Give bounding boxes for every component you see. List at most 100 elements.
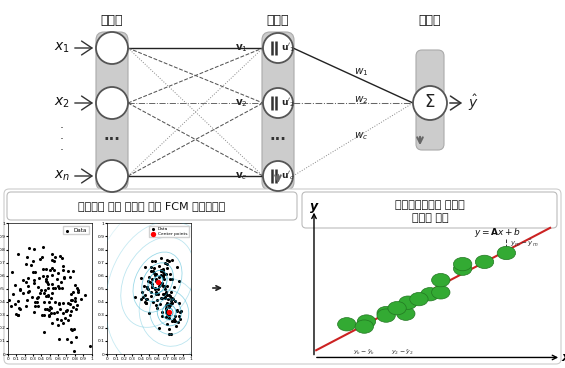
FancyBboxPatch shape (7, 192, 297, 220)
Point (159, 284, 168, 290)
Point (154, 280, 163, 286)
Point (164, 332, 173, 337)
FancyBboxPatch shape (416, 50, 444, 150)
Circle shape (497, 246, 516, 260)
Point (160, 283, 169, 289)
Point (71, 295, 80, 301)
Text: $\mathbf{u}'_2$: $\mathbf{u}'_2$ (281, 97, 295, 109)
Point (29, 277, 38, 283)
Point (160, 286, 170, 292)
Point (145, 275, 154, 280)
Point (54, 283, 63, 289)
Point (175, 309, 184, 315)
Point (10, 301, 19, 307)
Point (53, 270, 62, 276)
Point (141, 300, 150, 306)
Point (158, 309, 167, 315)
Point (30, 298, 39, 304)
Point (58, 320, 67, 326)
Point (29, 269, 38, 275)
Point (60, 315, 69, 321)
Point (68, 304, 77, 310)
Point (76, 297, 85, 302)
Text: $y_m - \hat{y}_m$: $y_m - \hat{y}_m$ (510, 237, 538, 249)
Text: $\mathbf{u}'_1$: $\mathbf{u}'_1$ (281, 42, 295, 54)
Point (154, 274, 163, 280)
Point (162, 265, 171, 271)
Point (46, 305, 55, 311)
Point (6, 303, 15, 309)
Text: x: x (562, 351, 565, 364)
Circle shape (96, 87, 128, 119)
Point (157, 268, 166, 274)
Point (41, 266, 50, 272)
Text: 출력층: 출력층 (419, 14, 441, 26)
Point (28, 294, 37, 300)
Point (71, 298, 80, 304)
Point (30, 302, 39, 308)
Point (30, 309, 39, 315)
Point (43, 292, 52, 298)
Point (8, 291, 18, 297)
Point (55, 306, 64, 312)
Point (167, 331, 176, 337)
Point (168, 295, 177, 301)
Point (85, 343, 94, 348)
Point (164, 258, 173, 264)
Point (161, 314, 170, 320)
Text: $y_2 - \hat{y}_2$: $y_2 - \hat{y}_2$ (390, 347, 413, 357)
Point (74, 289, 83, 295)
Point (31, 269, 40, 275)
Point (146, 268, 155, 274)
Point (44, 313, 53, 319)
Point (161, 271, 170, 277)
Point (159, 272, 168, 277)
Point (170, 313, 179, 319)
Point (159, 273, 168, 279)
Point (56, 279, 66, 285)
Point (81, 292, 90, 298)
Point (150, 285, 159, 291)
Point (70, 283, 79, 289)
Point (38, 273, 47, 279)
Circle shape (397, 307, 415, 321)
Circle shape (388, 301, 406, 315)
Point (37, 312, 46, 318)
Point (155, 280, 164, 286)
Point (62, 308, 71, 314)
Point (24, 289, 33, 295)
Point (25, 288, 34, 294)
Point (166, 293, 175, 299)
Point (162, 293, 171, 298)
Point (164, 296, 173, 302)
Point (159, 266, 168, 272)
Point (141, 300, 150, 306)
Point (150, 265, 159, 271)
Point (166, 302, 175, 308)
Point (63, 300, 72, 306)
Text: 데이터의 특성 반영을 위한 FCM 클러스터링: 데이터의 특성 반영을 위한 FCM 클러스터링 (79, 201, 225, 211)
Point (66, 301, 75, 307)
Point (67, 326, 76, 332)
Point (163, 300, 172, 306)
Point (142, 285, 151, 291)
Point (40, 287, 49, 293)
Point (43, 273, 52, 279)
Point (24, 275, 33, 281)
Circle shape (357, 315, 376, 328)
Point (59, 263, 68, 269)
Point (63, 317, 72, 323)
Point (55, 336, 64, 342)
Point (162, 311, 171, 317)
Point (157, 313, 166, 319)
Point (50, 286, 59, 291)
Circle shape (96, 160, 128, 192)
Point (48, 281, 57, 287)
Point (146, 264, 155, 270)
Point (19, 277, 28, 283)
Point (63, 336, 72, 342)
Point (36, 287, 45, 293)
Point (150, 270, 159, 276)
Point (66, 297, 75, 302)
Point (157, 295, 166, 301)
